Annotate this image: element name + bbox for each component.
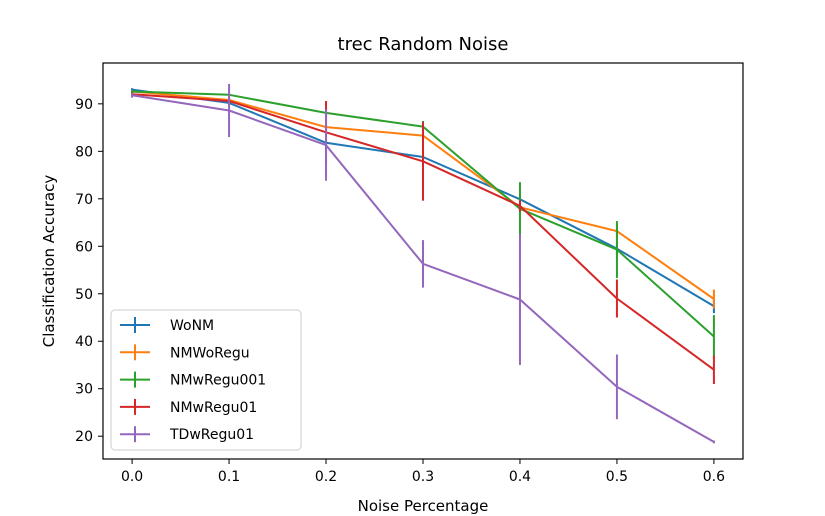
y-axis: 20 30 40 50 60 70 80 90 xyxy=(75,97,103,445)
legend-item: TDwRegu01 xyxy=(120,426,254,443)
legend-box xyxy=(110,309,302,451)
legend-label: NMWoRegu xyxy=(170,345,250,361)
legend-item: NMwRegu001 xyxy=(120,371,266,389)
y-tick-label: 50 xyxy=(75,287,93,303)
y-tick-label: 70 xyxy=(75,192,93,208)
x-tick-label: 0.3 xyxy=(412,469,434,485)
x-tick-label: 0.2 xyxy=(315,469,337,485)
legend-item: NMWoRegu xyxy=(120,344,250,361)
x-axis-label: Noise Percentage xyxy=(358,497,489,515)
y-axis-label: Classification Accuracy xyxy=(40,175,58,348)
x-tick-label: 0.1 xyxy=(218,469,240,485)
legend-label: NMwRegu001 xyxy=(170,373,266,389)
legend-item: NMwRegu01 xyxy=(120,398,257,416)
series-TDwRegu01 xyxy=(131,83,715,444)
legend-label: TDwRegu01 xyxy=(169,427,254,443)
y-tick-label: 30 xyxy=(75,382,93,398)
x-tick-label: 0.4 xyxy=(509,469,531,485)
x-tick-label: 0.6 xyxy=(703,469,725,485)
x-tick-label: 0.5 xyxy=(606,469,628,485)
y-tick-label: 90 xyxy=(75,97,93,113)
legend-label: NMwRegu01 xyxy=(170,400,257,416)
x-axis: 0.0 0.1 0.2 0.3 0.4 0.5 0.6 xyxy=(121,459,725,485)
y-tick-label: 40 xyxy=(75,334,93,350)
series-layer xyxy=(131,83,715,444)
chart-title: trec Random Noise xyxy=(338,34,509,55)
legend-label: WoNM xyxy=(170,318,214,334)
legend-item: WoNM xyxy=(120,317,214,334)
y-tick-label: 60 xyxy=(75,239,93,255)
y-tick-label: 20 xyxy=(75,429,93,445)
x-tick-label: 0.0 xyxy=(121,469,143,485)
y-tick-label: 80 xyxy=(75,144,93,160)
legend: WoNM NMWoRegu NMwRegu001 NMwRegu01 TDwRegu01 xyxy=(110,309,302,451)
